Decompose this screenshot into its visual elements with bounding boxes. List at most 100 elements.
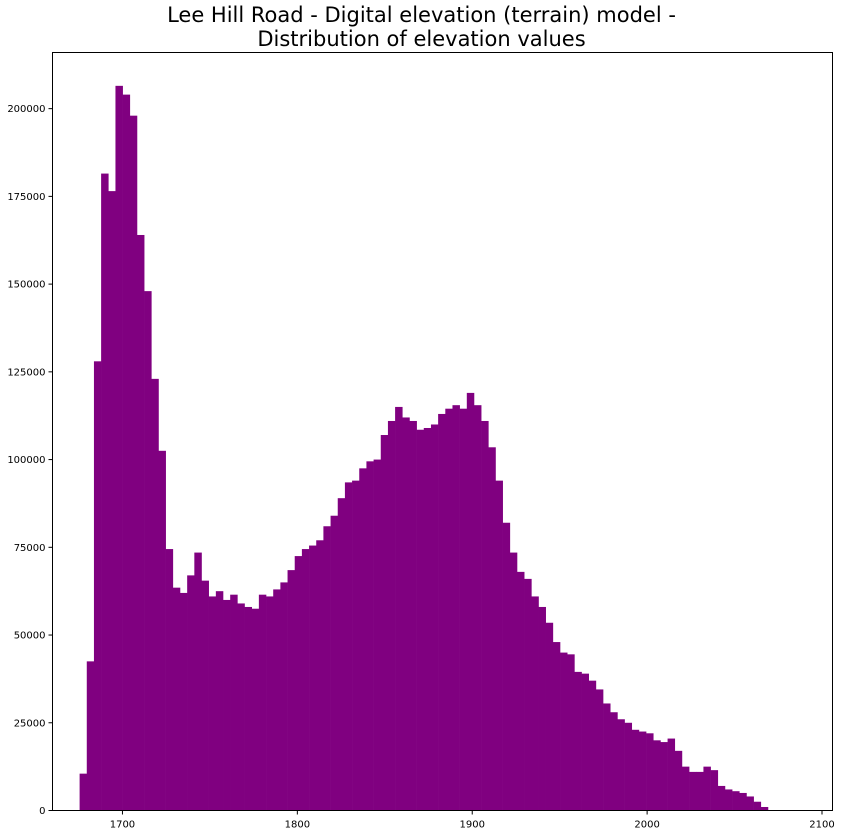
- histogram-bar: [194, 552, 202, 811]
- histogram-bar: [495, 480, 503, 811]
- histogram-bar: [208, 596, 217, 811]
- histogram-bar: [101, 173, 109, 811]
- histogram-bar: [531, 596, 539, 811]
- histogram-bar: [223, 599, 231, 811]
- y-axis: 0 25000 50000 75000 100000 125000 150000 175000…: [7, 104, 53, 817]
- histogram-bar: [581, 673, 590, 811]
- histogram-bar: [445, 408, 453, 811]
- x-axis: 1700 1800 1900 2000 2100: [110, 810, 835, 831]
- histogram-bar: [352, 480, 360, 811]
- histogram-bar: [316, 540, 324, 811]
- histogram-bar: [93, 361, 102, 811]
- histogram-bar: [567, 654, 575, 811]
- histogram-bar: [481, 420, 489, 811]
- chart-title-line-2: Distribution of elevation values: [257, 27, 586, 51]
- histogram-bar: [395, 406, 403, 811]
- histogram-bar: [430, 424, 439, 811]
- x-tick-label: 1800: [285, 820, 310, 831]
- histogram-bar: [144, 291, 152, 811]
- histogram-bar: [517, 571, 525, 811]
- histogram-bar: [136, 234, 145, 811]
- histogram-bar: [488, 447, 496, 811]
- histogram-bar: [703, 766, 711, 811]
- histogram-bar: [215, 591, 224, 811]
- histogram-bar: [724, 789, 733, 811]
- histogram-bar: [732, 791, 740, 811]
- histogram-bar: [187, 575, 195, 811]
- histogram-bar: [251, 608, 260, 811]
- histogram-bar: [244, 606, 252, 811]
- histogram-bar: [610, 712, 618, 811]
- histogram-bar: [617, 719, 625, 811]
- y-tick-label: 100000: [7, 455, 45, 466]
- histogram-bar: [760, 806, 769, 811]
- histogram-bar: [122, 94, 131, 811]
- histogram-bar: [452, 405, 460, 811]
- y-tick-label: 175000: [7, 192, 45, 203]
- histogram-bar: [344, 482, 353, 811]
- histogram-bar: [230, 594, 238, 811]
- histogram-bar: [294, 556, 303, 811]
- histogram-bar: [323, 526, 331, 811]
- histogram-bar: [373, 459, 382, 811]
- histogram-bar: [330, 515, 339, 811]
- histogram-bar: [696, 771, 704, 811]
- histogram-bar: [258, 594, 267, 811]
- histogram-bar: [552, 642, 561, 811]
- y-tick-label: 125000: [7, 367, 45, 378]
- histogram-bar: [179, 592, 188, 811]
- histogram-bar: [681, 766, 690, 811]
- histogram-bar: [380, 435, 389, 811]
- histogram-bar: [115, 85, 123, 811]
- histogram-bar: [466, 392, 475, 811]
- histogram-bar: [746, 796, 754, 811]
- histogram-bar: [524, 578, 532, 811]
- histogram-bar: [638, 731, 647, 811]
- histogram-bar: [423, 427, 432, 811]
- histogram-bar: [624, 722, 633, 811]
- x-tick-label: 1700: [110, 820, 135, 831]
- histogram-bar: [502, 522, 511, 811]
- histogram-bar: [753, 801, 762, 811]
- histogram-bar: [273, 589, 281, 811]
- histogram-bar: [653, 740, 661, 811]
- histogram-bar: [459, 408, 468, 811]
- histogram-bar: [603, 703, 611, 811]
- histogram-bar: [201, 580, 209, 811]
- plot-frame: [52, 52, 833, 811]
- histogram-bar: [739, 792, 747, 811]
- histogram-bar: [79, 773, 88, 811]
- histogram-bar: [301, 549, 310, 811]
- histogram-bar: [108, 191, 116, 811]
- y-tick-label: 50000: [14, 631, 46, 642]
- histogram-bar: [129, 115, 138, 811]
- histogram-bar: [674, 750, 683, 811]
- histogram-bar: [86, 661, 95, 811]
- bars-group: [79, 85, 769, 811]
- histogram-bar: [172, 587, 181, 811]
- x-tick-label: 2100: [809, 820, 834, 831]
- y-tick-label: 75000: [14, 543, 46, 554]
- y-tick-label: 150000: [7, 280, 45, 291]
- histogram-bar: [266, 596, 274, 811]
- histogram-bar: [151, 378, 159, 811]
- histogram-bar: [366, 461, 374, 811]
- histogram-bar: [631, 729, 640, 811]
- chart-title: Lee Hill Road - Digital elevation (terra…: [0, 3, 843, 51]
- histogram-bar: [646, 733, 654, 811]
- chart-title-line-1: Lee Hill Road - Digital elevation (terra…: [167, 3, 676, 27]
- histogram-bar: [595, 689, 604, 811]
- histogram-bar: [165, 549, 174, 811]
- histogram-bar: [588, 680, 597, 811]
- histogram-bar: [309, 545, 317, 811]
- histogram-bar: [473, 405, 482, 811]
- histogram-bar: [287, 570, 296, 811]
- histogram-bar: [158, 450, 166, 811]
- histogram-bar: [402, 417, 410, 811]
- histogram-bar: [359, 468, 367, 811]
- x-tick-label: 1900: [460, 820, 485, 831]
- histogram-bar: [560, 652, 568, 811]
- histogram-bar: [667, 738, 676, 811]
- histogram-bar: [337, 498, 346, 811]
- histogram-bar: [387, 420, 396, 811]
